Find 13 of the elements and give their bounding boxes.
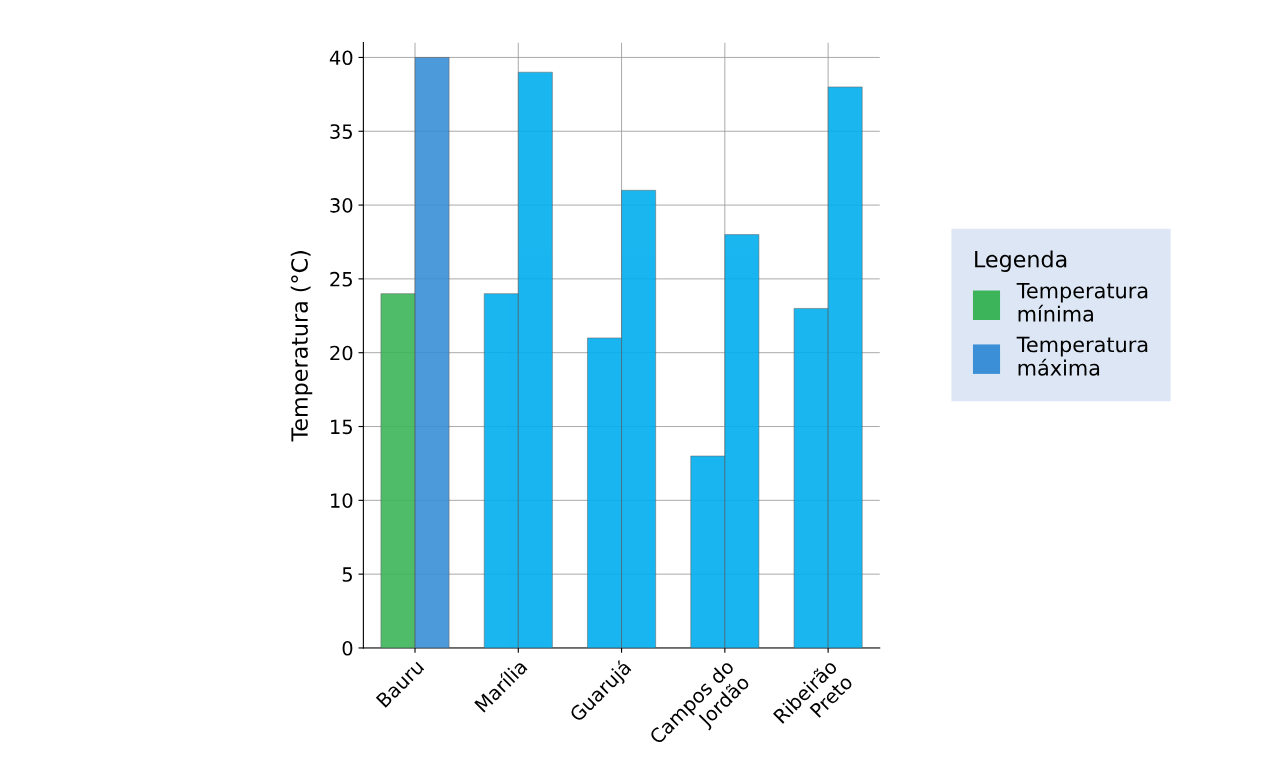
y-tick-label: 20 bbox=[330, 345, 353, 361]
y-tick-label: 10 bbox=[331, 493, 353, 508]
legend-label: Temperatura máxima bbox=[1016, 336, 1148, 376]
legend-title: Legenda bbox=[975, 250, 1067, 272]
y-tick-label: 40 bbox=[329, 50, 353, 66]
y-tick-label: 0 bbox=[342, 640, 353, 656]
legend-label: Temperatura mínima bbox=[1016, 282, 1148, 322]
y-tick-label: 30 bbox=[330, 198, 353, 213]
y-tick-label: 25 bbox=[330, 271, 352, 287]
y-tick-label: 15 bbox=[331, 419, 352, 435]
y-tick-label: 5 bbox=[342, 567, 352, 582]
y-tick-label: 35 bbox=[330, 124, 352, 139]
y-axis-title: Temperatura (°C) bbox=[290, 251, 313, 442]
